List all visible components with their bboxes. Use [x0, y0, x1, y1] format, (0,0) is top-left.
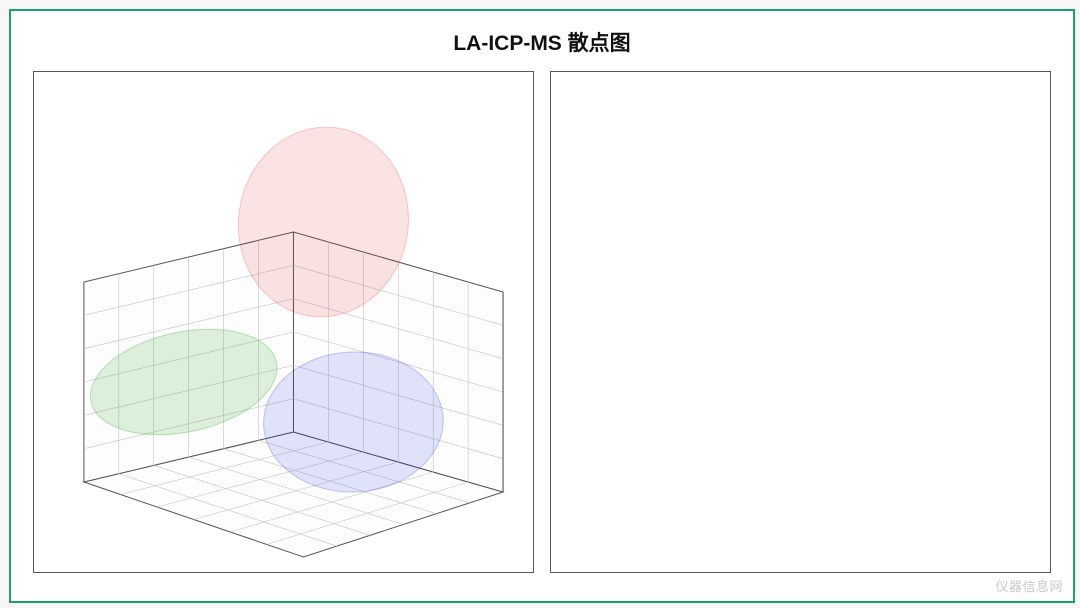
figure-frame: LA-ICP-MS 散点图 仪器信息网	[9, 9, 1075, 603]
panel-row	[33, 71, 1051, 573]
scatter3d-left	[33, 71, 534, 573]
watermark-text: 仪器信息网	[995, 576, 1063, 595]
scatter3d-right	[550, 71, 1051, 573]
chart-title: LA-ICP-MS 散点图	[11, 27, 1073, 57]
